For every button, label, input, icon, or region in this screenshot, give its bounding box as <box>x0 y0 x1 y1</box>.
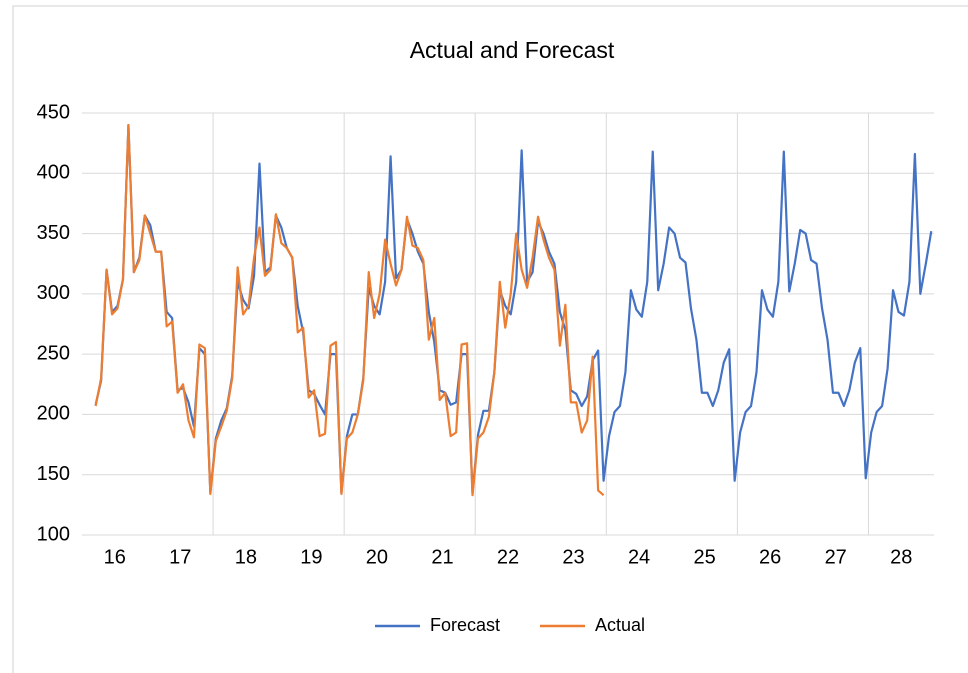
x-tick-label: 27 <box>825 546 847 568</box>
series-line <box>94 123 605 497</box>
y-tick-label: 350 <box>37 222 70 244</box>
y-tick-label: 200 <box>37 403 70 425</box>
x-tick-label: 16 <box>104 546 126 568</box>
y-tick-label: 100 <box>37 523 70 545</box>
x-tick-label: 24 <box>628 546 650 568</box>
x-tick-label: 25 <box>693 546 715 568</box>
y-tick-label: 250 <box>37 342 70 364</box>
y-tick-label: 300 <box>37 282 70 304</box>
y-tick-label: 150 <box>37 463 70 485</box>
legend-label: Forecast <box>430 615 500 635</box>
x-tick-label: 19 <box>300 546 322 568</box>
x-tick-label: 28 <box>890 546 912 568</box>
x-tick-label: 23 <box>562 546 584 568</box>
y-tick-label: 400 <box>37 162 70 184</box>
x-tick-label: 17 <box>169 546 191 568</box>
x-tick-label: 22 <box>497 546 519 568</box>
x-tick-label: 21 <box>431 546 453 568</box>
x-tick-label: 26 <box>759 546 781 568</box>
y-tick-label: 450 <box>37 101 70 123</box>
legend-label: Actual <box>595 615 645 635</box>
x-tick-label: 18 <box>235 546 257 568</box>
x-tick-label: 20 <box>366 546 388 568</box>
chart-frame <box>12 5 968 673</box>
chart-title: Actual and Forecast <box>410 37 615 63</box>
